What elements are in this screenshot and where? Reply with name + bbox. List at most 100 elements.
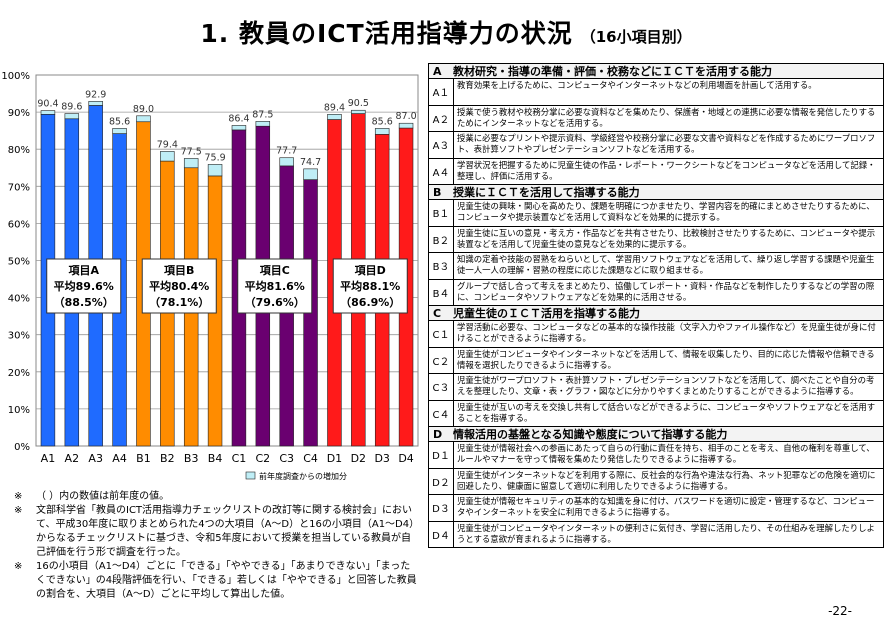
x-tick-label-B1: B1 (136, 452, 151, 465)
bar-increase-D4 (398, 122, 414, 129)
legend-swatch (245, 471, 256, 480)
item-code: B１ (429, 200, 454, 226)
group-label-box (141, 258, 217, 314)
item-description: 児童生徒の興味・関心を高めたり、課題を明確につかませたり、学習内容を的確にまとめ… (457, 201, 875, 222)
bar-increase-D3 (374, 128, 390, 135)
item-description: 児童生徒がインターネットなどを利用する際に、反社会的な行為や違法な行為、ネット犯… (457, 469, 876, 491)
item-code: C２ (429, 347, 454, 373)
group-label-name: 項目A (68, 264, 99, 277)
data-label-A2: 89.6 (61, 102, 82, 113)
item-code: A１ (429, 79, 454, 105)
y-tick-label: 40% (8, 294, 30, 305)
x-tick-label-C3: C3 (279, 452, 294, 465)
section-code: C (433, 307, 442, 320)
group-label-name: 項目C (260, 264, 290, 277)
bar-increase-C1 (231, 125, 247, 131)
group-label-avg: 平均81.6% (245, 279, 305, 293)
x-tick-label-C2: C2 (255, 452, 270, 465)
bar-increase-C4 (303, 168, 318, 180)
x-tick-label-A3: A3 (88, 452, 103, 465)
table-row: C４ 児童生徒が互いの考えを交換し共有して話合いなどができるように、コンピュータや… (428, 400, 884, 427)
x-tick-label-D2: D2 (351, 452, 366, 465)
x-tick-label-A1: A1 (41, 452, 56, 465)
data-label-B2: 79.4 (157, 139, 178, 150)
data-label-A4: 85.6 (109, 116, 130, 127)
item-code: A４ (429, 158, 454, 184)
section-code: B (433, 186, 442, 199)
bar-increase-B4 (207, 164, 223, 177)
item-code: D１ (429, 442, 454, 468)
item-description: 児童生徒がコンピュータやインターネットなどを活用して、情報を収集したり、目的に応… (457, 348, 875, 370)
x-tick-label-D1: D1 (327, 452, 342, 465)
bar-increase-A3 (88, 101, 103, 106)
section-header-a: A 教材研究・指導の準備・評価・校務などにＩＣＴを活用する能力 (428, 63, 884, 79)
item-code: D３ (429, 495, 454, 521)
data-label-D4: 87.0 (395, 111, 416, 122)
item-code: A３ (429, 132, 454, 158)
table-row: D３ 児童生徒が情報セキュリティの基本的な知識を身に付け、パスワードを適切に設定・… (428, 495, 884, 522)
y-tick-label: 20% (8, 368, 30, 379)
bar-increase-C2 (255, 121, 271, 127)
note-item: ※ 16の小項目（A1～D4）ごとに「できる」「ややできる」「あまりできない」「ま… (14, 560, 420, 602)
x-tick-label-C1: C1 (232, 452, 247, 465)
item-code: B２ (429, 226, 454, 252)
table-row: D２ 児童生徒がインターネットなどを利用する際に、反社会的な行為や違法な行為、ネッ… (428, 468, 884, 495)
item-code: A２ (429, 105, 454, 131)
item-description: 児童生徒がワープロソフト・表計算ソフト・プレゼンテーションソフトなどを活用して、… (457, 375, 875, 396)
bar-increase-A4 (112, 128, 127, 134)
note-text: （ ）内の数値は前年度の値。 (36, 491, 170, 502)
y-tick-label: 50% (8, 257, 30, 268)
x-tick-label-D3: D3 (374, 452, 389, 465)
bar-increase-B1 (136, 115, 151, 123)
page-title-main: 1. 教員のICT活用指導力の状況 (200, 19, 573, 48)
bar-chart: 0% 10% 20% 30% 40% 50% 60% 70% 80% 90% 100% 90.4 A1 8… (0, 62, 422, 488)
table-row: D１ 児童生徒が情報社会への参画にあたって自らの行動に責任を持ち、相手のことを考え… (428, 442, 884, 469)
note-text: 文部科学省「教員のICT活用指導力チェックリストの改訂等に関する検討会」において… (36, 505, 420, 558)
section-code: D (433, 428, 443, 441)
group-label-prev: （79.6%） (245, 296, 305, 309)
table-row: B２ 児童生徒に互いの意見・考え方・作品などを共有させたり、比較検討させたりするた… (428, 226, 884, 253)
chart-svg: 0% 10% 20% 30% 40% 50% 60% 70% 80% 90% 100% 90.4 A1 8… (1, 71, 419, 481)
y-tick-label: 100% (1, 71, 30, 82)
page-title-sub: （16小項目別） (580, 28, 692, 46)
section-heading: 情報活用の基盤となる知識や態度について指導する能力 (453, 428, 728, 441)
data-label-C3: 77.7 (276, 146, 297, 157)
y-tick-label: 10% (8, 405, 30, 416)
section-header-c: C 児童生徒のＩＣＴ活用を指導する能力 (428, 305, 884, 321)
x-tick-label-B3: B3 (184, 452, 199, 465)
note-mark: ※ (14, 505, 23, 516)
data-label-B3: 77.5 (181, 146, 202, 157)
data-label-C1: 86.4 (228, 113, 249, 124)
section-heading: 児童生徒のＩＣＴ活用を指導する能力 (453, 307, 640, 320)
group-label-name: 項目D (355, 264, 386, 277)
group-label-prev: （86.9%） (340, 296, 400, 309)
y-tick-label: 0% (14, 442, 30, 453)
x-tick-label-A4: A4 (112, 452, 127, 465)
table-row: B１ 児童生徒の興味・関心を高めたり、課題を明確につかませたり、学習内容を的確にま… (428, 200, 884, 227)
group-label-avg: 平均80.4% (149, 279, 209, 293)
note-mark: ※ (14, 561, 23, 572)
item-code: C１ (429, 321, 454, 347)
data-label-C4: 74.7 (300, 157, 321, 168)
item-description: 児童生徒が互いの考えを交換し共有して話合いなどができるように、コンピュータやソフ… (457, 401, 876, 423)
data-label-A3: 92.9 (85, 89, 106, 100)
section-header-b: B 授業にＩＣＴを活用して指導する能力 (428, 184, 884, 200)
item-description: 児童生徒に互いの意見・考え方・作品などを共有させたり、比較検討させたりするために… (457, 227, 876, 249)
item-description: 児童生徒が情報セキュリティの基本的な知識を身に付け、パスワードを適切に設定・管理… (457, 496, 875, 517)
y-tick-label: 60% (8, 219, 30, 230)
section-heading: 授業にＩＣＴを活用して指導する能力 (453, 186, 640, 199)
x-tick-label-B4: B4 (208, 452, 223, 465)
data-label-B1: 89.0 (133, 104, 154, 115)
group-label-prev: （88.5%） (54, 296, 114, 309)
table-row: C３ 児童生徒がワープロソフト・表計算ソフト・プレゼンテーションソフトなどを活用し… (428, 374, 884, 401)
item-code: B３ (429, 253, 454, 279)
item-code: D４ (429, 521, 454, 547)
group-label-avg: 平均89.6% (54, 279, 114, 293)
item-code: B４ (429, 279, 454, 305)
bar-increase-B3 (183, 158, 199, 169)
item-description: 学習活動に必要な、コンピュータなどの基本的な操作技能（文字入力やファイル操作など… (457, 322, 876, 343)
note-mark: ※ (14, 491, 23, 502)
y-tick-label: 90% (8, 108, 30, 119)
table-row: C１ 学習活動に必要な、コンピュータなどの基本的な操作技能（文字入力やファイル操作… (428, 321, 884, 348)
bar-increase-B2 (160, 151, 175, 162)
